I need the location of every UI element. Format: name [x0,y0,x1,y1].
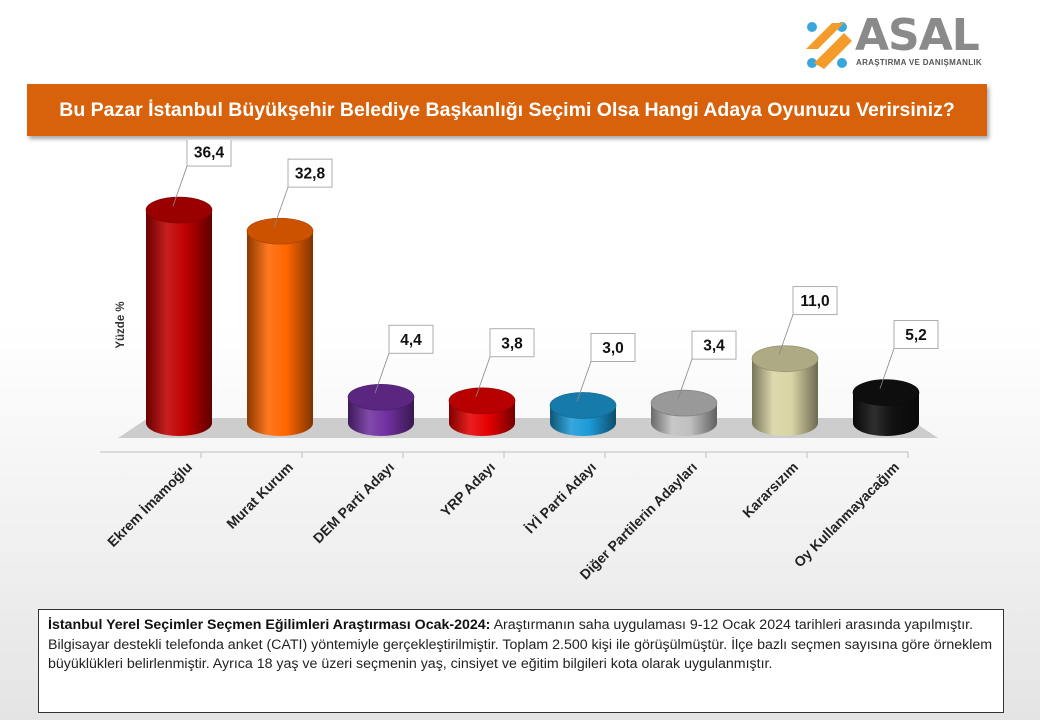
bar [146,210,212,436]
logo-wordmark: ASAL [855,10,980,61]
category-label: Ekrem İmamoğlu [104,459,195,550]
label-leader [576,361,592,402]
title-banner: Bu Pazar İstanbul Büyükşehir Belediye Ba… [27,84,987,136]
bar [752,358,818,436]
bar-top [145,196,213,224]
chart-floor [118,418,938,438]
category-label: Kararsızım [739,459,801,521]
methodology-note: İstanbul Yerel Seçimler Seçmen Eğilimler… [38,609,1004,713]
value-label: 5,2 [905,327,927,344]
label-leader [273,186,289,228]
category-label: Murat Kurum [223,459,296,532]
label-leader [374,353,390,394]
y-axis-label: Yüzde % [115,301,127,348]
bar-top [852,379,920,406]
value-label: 3,8 [501,335,523,352]
chart-title: Bu Pazar İstanbul Büyükşehir Belediye Ba… [59,98,955,121]
value-label-box [792,286,838,316]
label-leader [778,314,794,355]
value-label: 36,4 [194,145,225,162]
value-label: 3,0 [602,340,624,357]
label-leader [475,356,491,397]
bar-top [448,387,516,415]
asal-logo-icon [806,22,852,69]
value-label: 32,8 [295,166,326,183]
value-label: 11,0 [800,293,829,310]
category-label: Diğer Partilerin Adayları [576,459,700,583]
category-label: İYİ Parti Adayı [522,459,600,537]
category-label: Oy Kullanmayacağım [791,459,902,570]
bar-top [246,217,314,245]
logo-subtitle: ARAŞTIRMA VE DANIŞMANLIK [856,58,983,67]
value-label-box [388,324,434,354]
bar-top [751,345,819,372]
value-label-box [691,330,737,360]
value-label-box [186,140,232,167]
note-heading: İstanbul Yerel Seçimler Seçmen Eğilimler… [48,617,491,633]
label-leader [879,348,895,389]
bar-top [650,389,718,417]
value-label: 4,4 [400,332,422,349]
bar-top [549,392,617,419]
value-label-box [287,158,333,188]
value-label: 3,4 [703,338,725,355]
category-label: DEM Parti Adayı [310,459,397,546]
label-leader [172,165,188,207]
bar-top [347,383,415,411]
bar [247,231,313,436]
value-label-box [489,328,535,358]
value-label-box [590,333,636,362]
value-label-box [893,320,939,349]
label-leader [677,358,693,400]
bar-chart: Yüzde % 36,4 32,8 4,4 3,8 3,0 3,4 11,0 5,2 Ekre… [100,140,939,583]
note-body: Araştırmanın saha uygulaması 9-12 Ocak 2… [48,617,993,672]
category-label: YRP Adayı [437,459,498,520]
